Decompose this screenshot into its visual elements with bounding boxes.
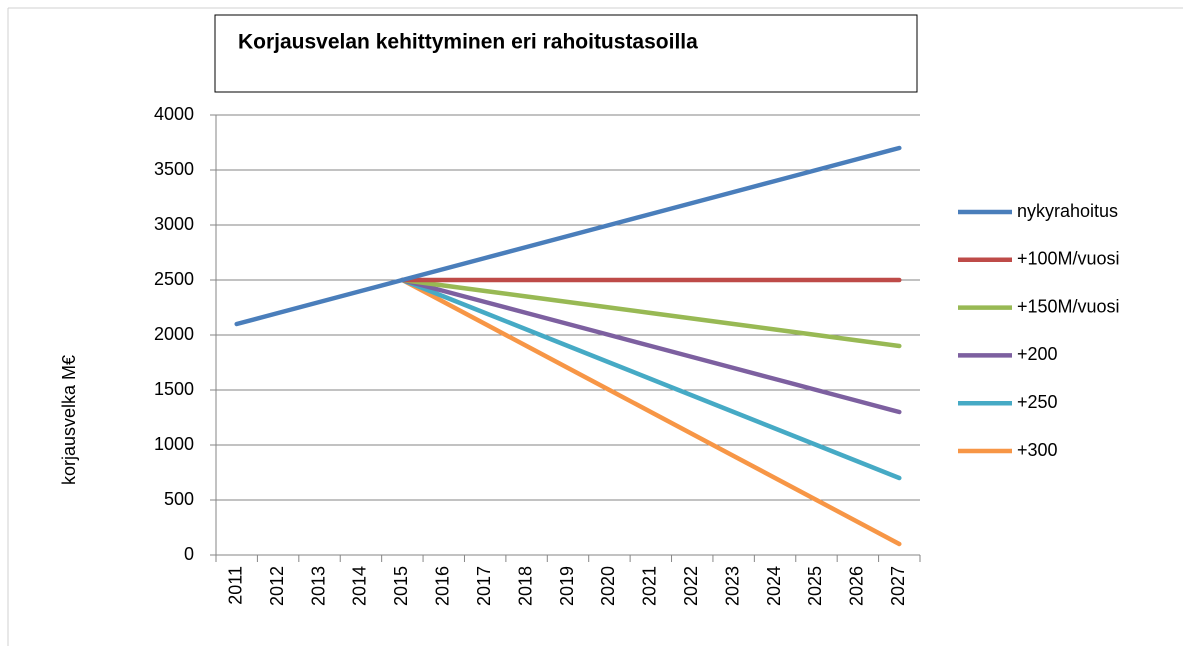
- x-tick-label: 2015: [391, 566, 411, 606]
- x-tick-label: 2021: [640, 566, 660, 606]
- x-tick-label: 2013: [308, 566, 328, 606]
- legend-label: nykyrahoitus: [1017, 201, 1118, 221]
- legend-label: +250: [1017, 392, 1058, 412]
- y-tick-label: 3500: [154, 159, 194, 179]
- x-tick-label: 2025: [805, 566, 825, 606]
- chart-title: Korjausvelan kehittyminen eri rahoitusta…: [238, 31, 698, 54]
- series-line: [234, 145, 902, 327]
- x-tick-label: 2024: [764, 566, 784, 606]
- legend-label: +300: [1017, 440, 1058, 460]
- y-axis-label: korjausvelka M€: [59, 355, 79, 485]
- x-tick-label: 2014: [350, 566, 370, 606]
- y-tick-label: 1500: [154, 379, 194, 399]
- y-tick-label: 0: [184, 544, 194, 564]
- y-tick-label: 4000: [154, 104, 194, 124]
- y-tick-label: 3000: [154, 214, 194, 234]
- y-tick-label: 500: [164, 489, 194, 509]
- x-tick-label: 2012: [267, 566, 287, 606]
- legend-label: +200: [1017, 344, 1058, 364]
- series-line: [400, 277, 902, 415]
- legend-label: +100M/vuosi: [1017, 249, 1120, 269]
- x-tick-label: 2017: [474, 566, 494, 606]
- legend-label: +150M/vuosi: [1017, 296, 1120, 316]
- title-box: [214, 14, 918, 93]
- y-tick-label: 2000: [154, 324, 194, 344]
- series-line: [400, 277, 902, 481]
- y-tick-label: 2500: [154, 269, 194, 289]
- x-tick-label: 2018: [515, 566, 535, 606]
- x-tick-label: 2016: [433, 566, 453, 606]
- x-tick-label: 2026: [847, 566, 867, 606]
- x-tick-label: 2019: [557, 566, 577, 606]
- x-tick-label: 2023: [722, 566, 742, 606]
- x-tick-label: 2011: [225, 566, 245, 605]
- x-tick-label: 2027: [888, 566, 908, 606]
- series-line: [400, 277, 902, 547]
- x-tick-label: 2020: [598, 566, 618, 606]
- x-tick-label: 2022: [681, 566, 701, 606]
- series-line: [400, 277, 902, 349]
- y-tick-label: 1000: [154, 434, 194, 454]
